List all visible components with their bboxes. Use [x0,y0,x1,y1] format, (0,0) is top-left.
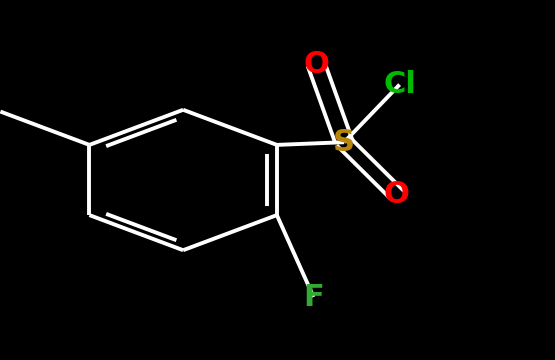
Text: O: O [384,180,410,209]
Text: O: O [304,50,329,79]
Text: Cl: Cl [383,70,416,99]
Text: F: F [303,283,324,311]
Text: S: S [333,128,355,157]
